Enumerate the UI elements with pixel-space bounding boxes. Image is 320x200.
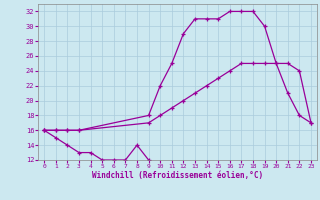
X-axis label: Windchill (Refroidissement éolien,°C): Windchill (Refroidissement éolien,°C) <box>92 171 263 180</box>
